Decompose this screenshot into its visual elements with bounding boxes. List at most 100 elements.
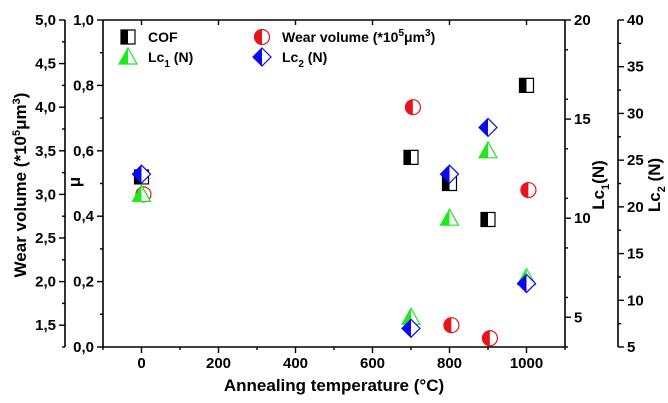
lc1-tick-label: 20 xyxy=(574,12,591,29)
lc1-axis-title-main: Lc xyxy=(589,190,608,210)
lc2-point-fill xyxy=(517,274,527,293)
legend-lc2-symbol-blank xyxy=(262,48,271,66)
cof-tick-label: 1,0 xyxy=(73,12,94,29)
lc1-axis-title-tail: (N) xyxy=(589,160,608,184)
legend-wear-symbol-fill xyxy=(254,29,262,45)
legend-marker-cof xyxy=(120,29,136,45)
wear-point-blank xyxy=(412,99,421,115)
legend-lc2-main: Lc xyxy=(282,49,299,65)
legend-marker-wear xyxy=(253,28,271,46)
lc1-point xyxy=(131,184,152,202)
legend-wear-sup2: 3 xyxy=(425,28,431,39)
wear-point-outline xyxy=(443,317,460,334)
legend-lc2-symbol-outline xyxy=(252,47,272,67)
cof-point xyxy=(518,77,535,94)
lc2-point-blank xyxy=(488,118,497,137)
wear-tick-label: 5,0 xyxy=(35,12,56,29)
legend-cof-symbol xyxy=(120,29,136,45)
wear-point-outline xyxy=(404,99,422,116)
lc2-point-outline xyxy=(478,117,498,138)
legend-lc1-symbol xyxy=(117,46,139,65)
lc1-tick-label: 10 xyxy=(574,210,591,227)
wear-tick-label: 3,5 xyxy=(35,143,56,160)
data-points xyxy=(131,77,537,347)
lc2-tick-label: 5 xyxy=(627,339,635,356)
cof-tick-label: 0,8 xyxy=(73,77,94,94)
lc2-tick-label: 10 xyxy=(627,292,644,309)
lc2-tick-label: 35 xyxy=(627,59,644,76)
cof-tick-label: 0,2 xyxy=(73,274,94,291)
cof-axis-title: μ xyxy=(65,177,84,187)
lc2-axis-title: Lc2 (N) xyxy=(645,158,668,212)
lc1-point xyxy=(439,207,460,226)
wear-point-fill xyxy=(482,330,490,346)
lc2-point-blank xyxy=(449,165,459,184)
wear-tick-label: 2,0 xyxy=(35,274,56,291)
wear-point-blank xyxy=(528,182,536,198)
legend-lc1-tail: (N) xyxy=(170,49,193,65)
legend-lc1-main: Lc xyxy=(148,49,165,65)
lc2-tick-label: 15 xyxy=(627,246,644,263)
lc2-tick-label: 40 xyxy=(627,12,644,29)
wear-volume-axis: 1,5 2,0 2,5 3,0 3,5 4,0 4,5 5,0 xyxy=(35,12,66,348)
cof-point-outline xyxy=(403,149,419,165)
legend-wear-symbol-blank xyxy=(262,29,270,45)
legend-wear-mid: μm xyxy=(404,29,425,45)
lc2-tick-label: 30 xyxy=(627,105,644,122)
wear-point xyxy=(520,181,537,199)
legend-marker-lc2 xyxy=(252,47,272,67)
legend-lc2-symbol xyxy=(252,47,272,67)
lc2-point-fill xyxy=(132,165,142,184)
legend-marker-lc1 xyxy=(117,46,139,65)
lc2-axis-title-main: Lc xyxy=(645,192,664,212)
wear-tick-label: 1,5 xyxy=(35,317,56,334)
legend-label-lc1: Lc1 (N) xyxy=(148,49,193,70)
wear-axis-title-main: Wear volume (*10 xyxy=(11,136,30,277)
legend-lc2-sub: 2 xyxy=(298,59,304,70)
legend-lc1-sub: 1 xyxy=(164,59,170,70)
lc1-axis-title-sub: 1 xyxy=(600,184,612,190)
wear-axis-title-sup1: 5 xyxy=(11,130,23,136)
lc1-tick-label: 5 xyxy=(574,309,582,326)
cof-point-outline xyxy=(518,77,535,94)
legend-cof-symbol-outline xyxy=(120,29,136,45)
wear-point-outline xyxy=(520,181,537,199)
wear-point xyxy=(481,330,499,347)
wear-tick-label: 4,5 xyxy=(35,56,56,73)
cof-point-blank xyxy=(411,150,418,165)
legend-wear-sup1: 5 xyxy=(398,28,404,39)
x-tick-label: 200 xyxy=(206,355,231,372)
legend-cof-symbol-blank xyxy=(128,30,135,44)
wear-tick-label: 3,0 xyxy=(35,186,56,203)
lc1-point xyxy=(477,140,499,159)
wear-tick-label: 2,5 xyxy=(35,230,56,247)
cof-point xyxy=(403,149,419,165)
x-tick-label: 800 xyxy=(437,355,462,372)
lc2-tick-label: 20 xyxy=(627,199,644,216)
lc1-point-outline xyxy=(131,184,152,202)
x-axis-title: Annealing temperature (°C) xyxy=(224,376,444,395)
lc1-point-outline xyxy=(439,207,460,226)
lc2-tick-label: 25 xyxy=(627,152,644,169)
x-tick-label: 1000 xyxy=(510,355,543,372)
lc2-point xyxy=(478,117,498,138)
legend-wear-main: Wear volume (*10 xyxy=(282,29,399,45)
legend-lc1-symbol-outline xyxy=(117,46,139,65)
legend: COF Wear volume (*105μm3) Lc1 (N) Lc2 (N… xyxy=(117,28,435,70)
lc2-point-fill xyxy=(402,319,411,338)
legend-lc2-tail: (N) xyxy=(304,49,327,65)
cof-point-blank xyxy=(488,212,495,227)
cof-tick-label: 0,6 xyxy=(73,143,94,160)
lc1-axis-title: Lc1(N) xyxy=(589,160,612,210)
cof-point-fill xyxy=(404,150,411,165)
cof-point-outline xyxy=(480,211,496,228)
lc1-tick-label: 15 xyxy=(574,111,591,128)
cof-axis: 0,0 0,2 0,4 0,6 0,8 1,0 xyxy=(73,12,104,356)
wear-point-fill xyxy=(443,317,452,333)
legend-label-wear: Wear volume (*105μm3) xyxy=(282,28,435,45)
wear-volume-axis-title: Wear volume (*105μm3) xyxy=(11,93,30,278)
lc2-point xyxy=(131,164,152,185)
lc2-point-blank xyxy=(141,165,151,184)
cof-point-blank xyxy=(526,78,534,93)
